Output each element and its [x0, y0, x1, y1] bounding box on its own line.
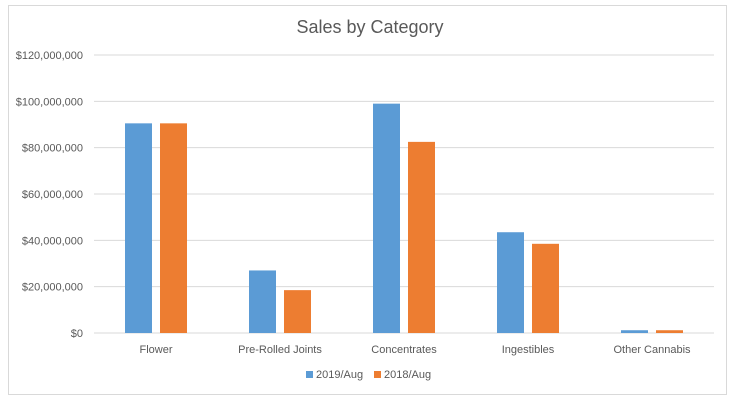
y-tick-label: $20,000,000 [22, 282, 83, 294]
x-tick-label: Flower [139, 344, 172, 356]
bar-2018-aug [408, 141, 435, 333]
legend-swatch [374, 371, 381, 378]
legend-label: 2018/Aug [384, 369, 431, 381]
y-tick-label: $100,000,000 [16, 96, 83, 108]
bar-2019-aug [373, 103, 400, 334]
x-tick-label: Ingestibles [502, 344, 555, 356]
gridlines [94, 54, 714, 334]
bar-2019-aug [621, 330, 648, 333]
bar-2018-aug [532, 243, 559, 333]
legend: 2019/Aug 2018/Aug [306, 369, 431, 381]
bar-2018-aug [284, 290, 311, 333]
x-tick-label: Concentrates [371, 344, 437, 356]
bar-2019-aug [249, 270, 276, 333]
y-tick-label: $80,000,000 [22, 143, 83, 155]
y-tick-label: $0 [71, 328, 83, 340]
y-tick-label: $120,000,000 [16, 50, 83, 62]
bar-2019-aug [125, 123, 152, 333]
bar-2018-aug [656, 330, 683, 333]
bar-2018-aug [160, 123, 187, 333]
y-tick-label: $40,000,000 [22, 235, 83, 247]
x-axis-tick-labels: Flower Pre-Rolled Joints Concentrates Inges… [139, 344, 691, 356]
legend-swatch [306, 371, 313, 378]
chart-title: Sales by Category [296, 17, 443, 37]
x-tick-label: Other Cannabis [613, 344, 691, 356]
x-tick-label: Pre-Rolled Joints [238, 344, 322, 356]
y-axis-tick-labels: $0 $20,000,000 $40,000,000 $60,000,000 $80,0… [16, 50, 83, 340]
y-tick-label: $60,000,000 [22, 189, 83, 201]
bars [125, 103, 683, 334]
legend-label: 2019/Aug [316, 369, 363, 381]
bar-2019-aug [497, 232, 524, 333]
